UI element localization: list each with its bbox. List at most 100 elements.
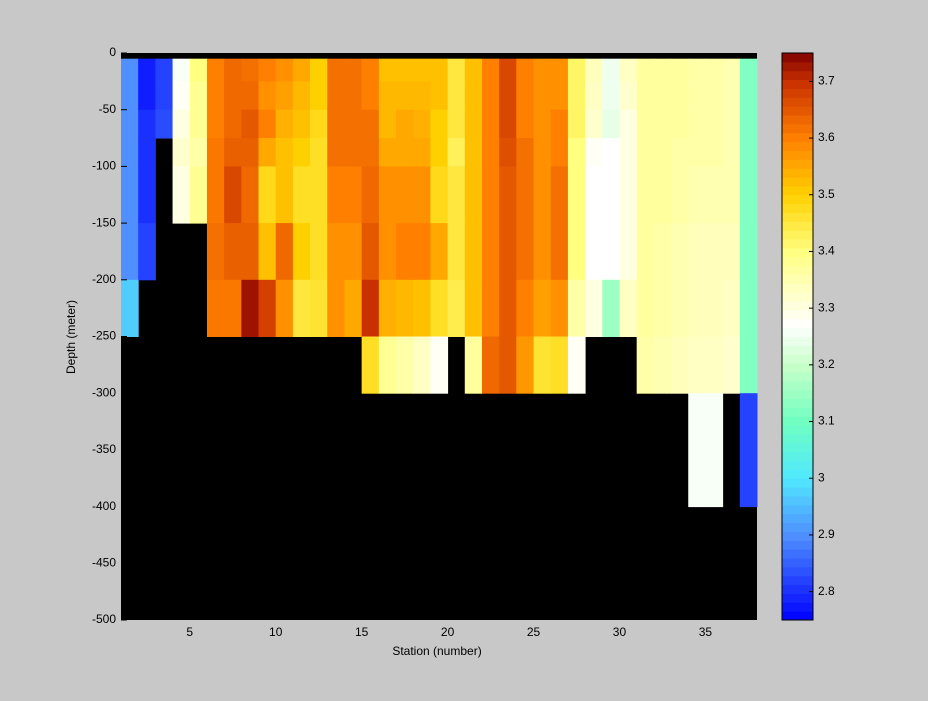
y-tick-label: -300	[92, 385, 116, 399]
heat-cell	[619, 81, 638, 111]
heat-cell	[585, 109, 603, 139]
heat-cell	[602, 109, 620, 139]
heat-cell	[464, 58, 483, 82]
heat-cell	[653, 109, 672, 139]
heat-cell	[602, 279, 620, 337]
heat-cell	[310, 166, 328, 224]
heat-cell	[396, 279, 414, 337]
colorbar-swatch	[782, 115, 813, 125]
colorbar-swatch	[782, 53, 813, 63]
heat-cell	[344, 138, 363, 167]
y-tick-label: -200	[92, 272, 116, 286]
heat-cell	[636, 81, 655, 111]
heat-cell	[567, 58, 586, 82]
heat-cell	[550, 58, 569, 82]
colorbar-frame	[781, 52, 814, 621]
colorbar-swatch	[782, 301, 813, 311]
heat-cell	[172, 138, 191, 167]
heat-cell	[739, 166, 758, 224]
x-tick-label: 20	[441, 625, 455, 639]
colorbar-swatch	[782, 433, 813, 444]
heat-cell	[722, 223, 741, 281]
heat-cell	[224, 58, 242, 82]
heat-cell	[413, 223, 431, 281]
heat-cell	[447, 81, 466, 111]
heat-cell	[688, 393, 706, 508]
colorbar-swatch	[782, 425, 813, 435]
heat-cell	[671, 223, 689, 281]
heat-cell	[189, 58, 208, 82]
heat-cell	[722, 336, 741, 394]
heat-cell	[619, 109, 638, 139]
heat-cell	[361, 279, 380, 337]
colorbar-tick-label: 3.2	[818, 357, 835, 371]
heat-cell	[516, 81, 535, 111]
colorbar-tick-label: 3.4	[818, 244, 835, 258]
heat-cell	[550, 223, 569, 281]
heat-cell	[533, 81, 552, 111]
y-tick-label: -350	[92, 442, 116, 456]
heat-cell	[378, 223, 397, 281]
heat-cell	[344, 81, 363, 111]
heat-cell	[413, 279, 431, 337]
heat-cell	[705, 58, 724, 82]
colorbar-swatch	[782, 442, 813, 453]
heat-cell	[602, 138, 620, 167]
heat-cell	[310, 81, 328, 111]
heat-cell	[378, 166, 397, 224]
heat-cell	[138, 81, 156, 111]
heat-cell	[361, 336, 380, 394]
y-tick-label: -500	[92, 612, 116, 626]
heat-cell	[310, 58, 328, 82]
colorbar-swatch	[782, 566, 813, 577]
heat-cell	[292, 223, 311, 281]
colorbar-swatch	[782, 354, 813, 364]
heat-cell	[705, 336, 724, 394]
heat-cell	[653, 336, 672, 394]
colorbar-swatch	[782, 61, 813, 72]
heat-cell	[636, 109, 655, 139]
colorbar-swatch	[782, 513, 813, 524]
heat-cell	[550, 81, 569, 111]
heat-cell	[636, 138, 655, 167]
heat-cell	[567, 138, 586, 167]
heat-cell	[206, 58, 225, 82]
heat-cell	[327, 109, 345, 139]
colorbar-tick-label: 3.7	[818, 74, 835, 88]
heat-cell	[361, 166, 380, 224]
heat-cell	[344, 223, 363, 281]
heat-cell	[327, 166, 345, 224]
heat-cell	[602, 223, 620, 281]
heat-cell	[516, 166, 535, 224]
heat-cell	[481, 336, 500, 394]
colorbar-swatch	[782, 185, 813, 196]
heat-cell	[585, 81, 603, 111]
heat-cell	[413, 81, 431, 111]
colorbar-swatch	[782, 478, 813, 488]
heat-cell	[206, 109, 225, 139]
heat-cell	[430, 81, 449, 111]
colorbar-swatch	[782, 265, 813, 275]
heat-cell	[671, 138, 689, 167]
heat-cell	[413, 109, 431, 139]
heat-cell	[653, 279, 672, 337]
heat-cell	[138, 109, 156, 139]
colorbar-swatch	[782, 593, 813, 603]
heat-cell	[292, 81, 311, 111]
colorbar-swatch	[782, 97, 813, 107]
heat-cell	[224, 138, 242, 167]
heat-cell	[481, 81, 500, 111]
heat-cell	[189, 138, 208, 167]
heat-cell	[121, 279, 139, 337]
heat-cell	[258, 58, 277, 82]
heat-cell	[567, 279, 586, 337]
heat-cell	[705, 393, 724, 508]
heat-cell	[447, 58, 466, 82]
heat-cell	[430, 223, 449, 281]
y-tick-label: -450	[92, 555, 116, 569]
colorbar-swatch	[782, 318, 813, 329]
colorbar-swatch	[782, 309, 813, 320]
heat-cell	[739, 138, 758, 167]
heat-cell	[413, 58, 431, 82]
